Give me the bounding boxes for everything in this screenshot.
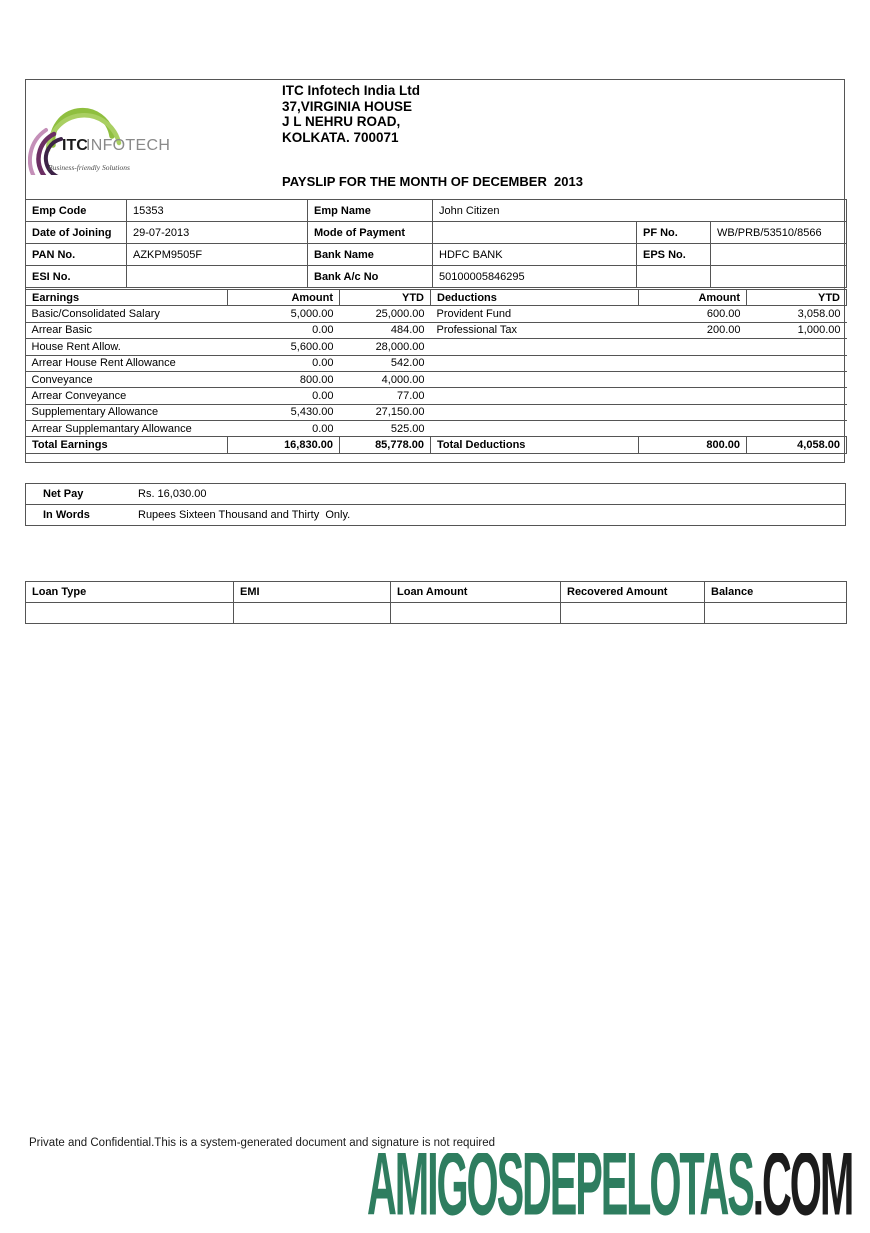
svg-text:INFOTECH: INFOTECH [86,137,170,154]
svg-text:Business-friendly Solutions: Business-friendly Solutions [48,163,130,172]
svg-text:ITC: ITC [62,137,88,154]
svg-text:AMIGOSDEPELOTAS.COM: AMIGOSDEPELOTAS.COM [367,1153,852,1233]
